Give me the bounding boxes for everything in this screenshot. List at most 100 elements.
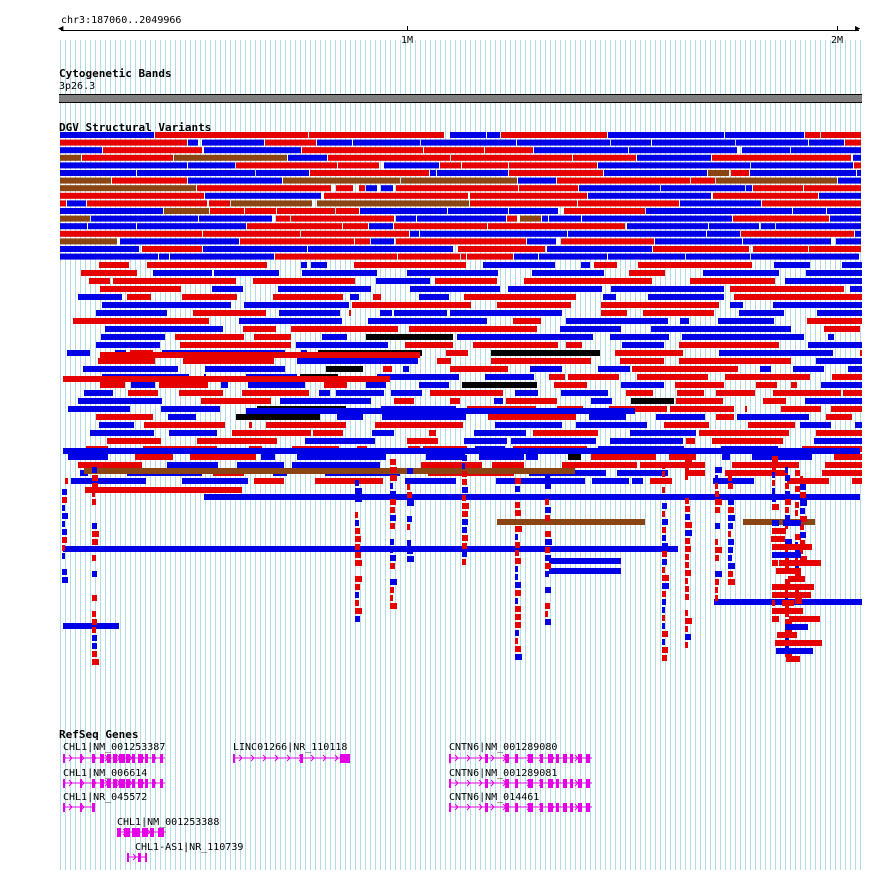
gene-label[interactable]: CNTN6|NM_014461 bbox=[449, 792, 540, 803]
variant-bar bbox=[100, 382, 125, 388]
gene-label[interactable]: CNTN6|NM_001289081 bbox=[449, 768, 558, 779]
variant-bar bbox=[728, 547, 733, 553]
variant-bar bbox=[685, 578, 688, 584]
ruler-tick-2m bbox=[837, 26, 838, 31]
variant-bar bbox=[507, 215, 517, 222]
gene-cntn6-a-strand-arrow bbox=[550, 754, 555, 762]
variant-bar bbox=[753, 185, 803, 192]
gene-chl1-b-strand-arrow bbox=[128, 779, 133, 787]
variant-bar bbox=[92, 531, 99, 537]
variant-bar bbox=[246, 408, 635, 414]
variant-bar bbox=[62, 505, 65, 511]
gene-chl1-d-exon bbox=[132, 828, 140, 837]
variant-bar bbox=[621, 382, 664, 388]
variant-bar bbox=[814, 438, 862, 444]
gene-chl1-b-exon bbox=[80, 779, 82, 788]
variant-bar bbox=[485, 374, 534, 380]
gene-cntn6-c-strand-arrow bbox=[490, 803, 495, 811]
variant-bar bbox=[806, 270, 862, 276]
variant-bar bbox=[488, 414, 576, 420]
variant-bar bbox=[601, 310, 627, 316]
gene-cntn6-c-strand-arrow bbox=[502, 803, 507, 811]
variant-bar bbox=[248, 382, 305, 388]
variant-bar bbox=[800, 508, 805, 514]
variant-bar bbox=[819, 192, 861, 199]
variant-bar bbox=[92, 643, 97, 649]
variant-bar bbox=[562, 462, 637, 468]
variant-bar bbox=[311, 262, 327, 268]
variant-bar bbox=[515, 558, 521, 564]
variant-bar bbox=[315, 478, 383, 484]
gene-label[interactable]: CHL1|NM_006614 bbox=[63, 768, 148, 779]
variant-bar bbox=[608, 132, 724, 138]
gene-cntn6-c-strand-arrow bbox=[466, 803, 471, 811]
variant-bar bbox=[772, 608, 779, 614]
variant-bar bbox=[67, 350, 90, 356]
variant-bar bbox=[202, 139, 264, 146]
gene-label[interactable]: CHL1|NR_045572 bbox=[63, 792, 148, 803]
variant-bar bbox=[782, 600, 794, 606]
ruler-right-arrow-icon: ▶ bbox=[855, 24, 861, 34]
gene-chl1-a-exon bbox=[92, 754, 95, 763]
variant-bar bbox=[515, 566, 518, 572]
variant-bar bbox=[772, 464, 776, 470]
variant-bar bbox=[301, 262, 307, 268]
variant-bar bbox=[716, 390, 755, 396]
variant-bar bbox=[676, 398, 723, 404]
gene-cntn6-b-exon bbox=[586, 779, 590, 788]
gene-chl1-a-strand-arrow bbox=[152, 754, 157, 762]
variant-bar bbox=[417, 215, 506, 222]
variant-bar bbox=[462, 463, 465, 469]
variant-bar bbox=[677, 390, 704, 396]
variant-bar bbox=[169, 430, 217, 436]
variant-bar bbox=[488, 223, 625, 230]
gene-chl1-d-exon bbox=[150, 828, 154, 837]
variant-bar bbox=[545, 475, 550, 481]
gene-label[interactable]: CHL1|NM_001253387 bbox=[63, 742, 166, 753]
variant-bar bbox=[135, 454, 173, 460]
gene-chl1-c-strand-arrow bbox=[80, 803, 85, 811]
variant-bar bbox=[470, 200, 577, 207]
gene-cntn6-c-strand-arrow bbox=[586, 803, 591, 811]
gene-cntn6-c-strand-arrow bbox=[574, 803, 579, 811]
variant-bar bbox=[371, 238, 394, 245]
variant-bar bbox=[771, 536, 785, 542]
variant-bar bbox=[626, 390, 653, 396]
gene-label[interactable]: CNTN6|NM_001289080 bbox=[449, 742, 558, 753]
variant-bar bbox=[715, 523, 720, 529]
variant-bar bbox=[609, 406, 667, 412]
variant-bar bbox=[462, 503, 469, 509]
variant-bar bbox=[174, 154, 287, 161]
variant-bar bbox=[355, 536, 361, 542]
variant-bar bbox=[467, 253, 513, 260]
variant-bar bbox=[788, 576, 805, 582]
variant-bar bbox=[78, 294, 122, 300]
variant-bar bbox=[715, 595, 718, 601]
variant-bar bbox=[155, 132, 308, 138]
variant-bar bbox=[725, 132, 804, 138]
variant-bar bbox=[394, 223, 487, 230]
variant-bar bbox=[629, 147, 737, 154]
variant-bar bbox=[355, 512, 358, 518]
variant-bar bbox=[390, 507, 395, 513]
variant-bar bbox=[89, 278, 110, 284]
gene-label[interactable]: CHL1|NM_001253388 bbox=[117, 817, 220, 828]
variant-bar bbox=[373, 294, 381, 300]
variant-bar bbox=[407, 492, 412, 498]
variant-bar bbox=[462, 495, 466, 501]
variant-bar bbox=[462, 559, 466, 565]
gene-chl1-d-strand-arrow bbox=[158, 828, 163, 836]
variant-bar bbox=[470, 192, 587, 199]
variant-bar bbox=[103, 147, 202, 154]
gene-label[interactable]: LINC01266|NR_110118 bbox=[233, 742, 348, 753]
variant-bar bbox=[785, 491, 790, 497]
gene-label[interactable]: CHL1-AS1|NR_110739 bbox=[135, 842, 244, 853]
cyto-band[interactable] bbox=[59, 94, 862, 103]
gene-cntn6-c-exon bbox=[570, 803, 573, 812]
variant-bar bbox=[63, 376, 390, 382]
variant-bar bbox=[573, 154, 636, 161]
variant-bar bbox=[407, 540, 411, 546]
variant-bar bbox=[731, 170, 749, 176]
gene-linc01266-strand-arrow bbox=[262, 754, 267, 762]
variant-bar bbox=[62, 537, 67, 543]
